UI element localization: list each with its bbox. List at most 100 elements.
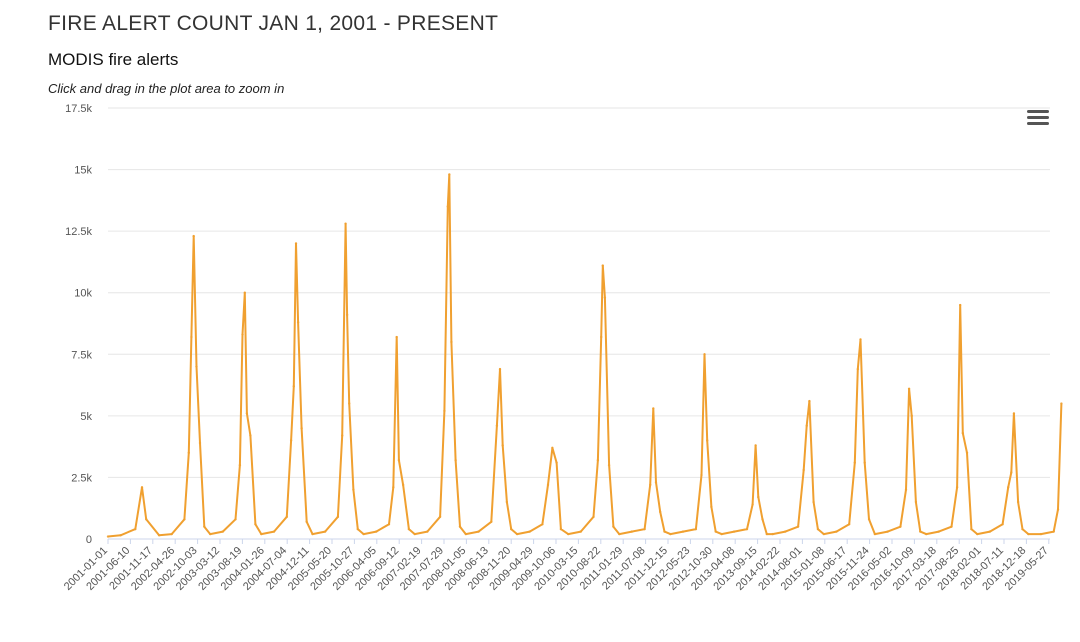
y-tick-label: 17.5k [65,103,92,115]
data-point [401,483,405,487]
data-point [510,527,513,531]
data-point [681,530,685,533]
data-point [745,527,749,531]
data-point [344,222,347,225]
data-point [446,205,449,208]
data-point [387,523,391,526]
data-point [546,483,550,487]
data-point [658,510,662,514]
data-point [243,291,246,294]
data-point [392,486,395,489]
data-point [336,515,340,519]
data-point [341,434,344,437]
data-point [183,518,186,521]
data-point [961,431,965,435]
data-point [119,534,122,537]
data-point [515,532,519,536]
data-point [458,525,462,528]
data-point [600,335,603,339]
data-point [448,173,451,176]
data-point [1007,486,1010,489]
data-point [970,527,973,531]
data-point [937,530,940,533]
data-point [272,530,276,533]
data-point [1016,500,1020,504]
data-point [134,527,137,531]
data-point [490,520,493,523]
data-point [198,441,202,445]
data-point [955,486,959,489]
data-point [899,525,902,528]
data-point [294,242,298,245]
data-point [914,500,918,504]
hamburger-menu-icon[interactable] [1027,110,1049,130]
data-point [812,500,815,504]
data-point [816,527,820,531]
data-point [654,481,658,484]
data-point [859,338,862,341]
menu-bar-middle [1027,116,1049,119]
data-point [873,532,877,536]
data-point [438,515,442,519]
data-point [835,530,838,533]
data-point [407,527,411,531]
data-point [209,532,212,536]
data-point [501,444,504,447]
data-point [761,518,764,521]
data-point [528,530,531,533]
data-point [924,532,928,536]
y-tick-label: 5k [80,411,92,423]
data-point [348,402,351,405]
data-point [352,488,355,491]
data-point [706,439,709,442]
data-point [356,527,359,531]
data-point [612,525,615,528]
data-point [1012,412,1016,415]
data-point [703,353,706,356]
data-point [805,424,808,427]
data-point [157,534,161,537]
data-point [555,461,558,464]
data-point [505,500,509,504]
menu-bar-top [1027,110,1049,113]
data-point [292,385,295,388]
y-tick-label: 12.5k [65,226,92,238]
data-point [757,495,760,499]
data-point [187,451,190,454]
data-point [607,463,611,467]
data-point [643,527,646,531]
data-point [234,518,237,521]
data-point [771,532,774,536]
data-point [700,473,703,477]
y-tick-label: 7.5k [71,349,92,361]
data-point [856,367,860,371]
data-point [203,525,206,528]
data-point [300,426,303,430]
data-point [765,532,769,536]
data-point [559,527,563,531]
data-point [426,530,429,533]
data-point [106,535,110,538]
data-point [477,530,480,533]
data-point [601,264,604,267]
data-point [495,424,499,427]
data-point [170,532,173,536]
data-point [710,505,713,509]
data-point [551,446,554,450]
menu-bar-bottom [1027,122,1049,125]
data-point [886,530,889,533]
data-point [847,523,851,526]
data-point [345,313,349,317]
data-point [140,486,144,489]
data-point [323,530,327,533]
data-point [714,530,717,533]
data-point [867,518,871,521]
data-point [853,461,856,464]
data-point [566,532,570,536]
data-point [397,458,401,462]
data-point [454,458,457,462]
data-point [751,503,754,506]
series-line [107,173,1063,538]
data-point [195,365,198,368]
